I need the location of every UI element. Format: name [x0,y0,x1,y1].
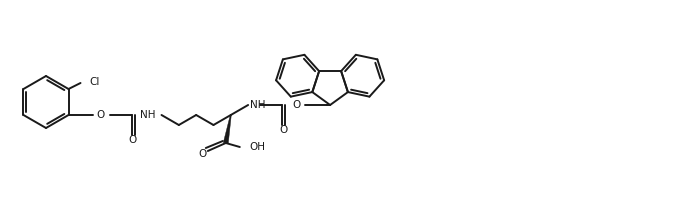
Text: O: O [96,110,104,120]
Text: Cl: Cl [89,77,100,87]
Text: NH: NH [250,100,266,110]
Text: O: O [199,149,207,159]
Text: O: O [128,135,137,145]
Text: NH: NH [140,110,155,120]
Text: OH: OH [250,142,266,152]
Text: O: O [279,125,287,135]
Polygon shape [223,115,231,144]
Text: O: O [292,100,300,110]
